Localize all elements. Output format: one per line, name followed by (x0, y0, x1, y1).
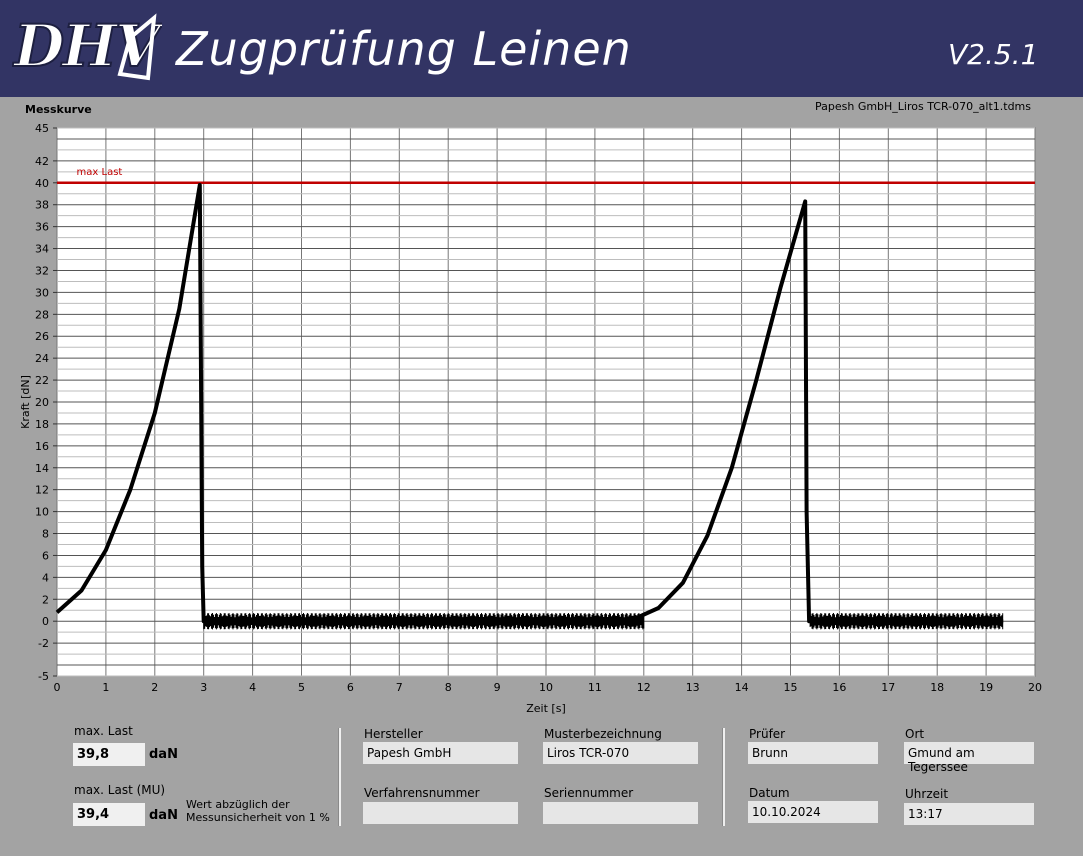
uhrzeit-field[interactable]: 13:17 (904, 803, 1034, 825)
seriennummer-label: Seriennummer (544, 786, 634, 800)
y-tick-label: 45 (35, 122, 49, 135)
verfahrensnummer-field[interactable] (363, 802, 518, 824)
max-load-unit: daN (149, 747, 178, 762)
datum-label: Datum (749, 786, 790, 800)
plot-label: Messkurve (25, 103, 92, 116)
y-tick-label: -5 (38, 670, 49, 683)
pruefer-label: Prüfer (749, 727, 786, 741)
x-tick-label: 2 (151, 681, 158, 694)
chart-ticks: 0 1 2 3 4 5 6 7 8 9 10 11 12 13 14 15 16 17 18 19 20-5-20246… (35, 122, 1042, 694)
max-load-mu-value: 39,4 (73, 803, 145, 826)
y-tick-label: 10 (35, 506, 49, 519)
x-tick-label: 0 (54, 681, 61, 694)
datum-field[interactable]: 10.10.2024 (748, 801, 878, 823)
separator-2 (722, 728, 725, 826)
x-tick-label: 16 (832, 681, 846, 694)
x-tick-label: 11 (588, 681, 602, 694)
x-tick-label: 4 (249, 681, 256, 694)
y-tick-label: 40 (35, 177, 49, 190)
y-tick-label: 18 (35, 418, 49, 431)
x-tick-label: 20 (1028, 681, 1042, 694)
x-tick-label: 19 (979, 681, 993, 694)
y-tick-label: 12 (35, 484, 49, 497)
y-tick-label: 8 (42, 528, 49, 541)
x-tick-label: 10 (539, 681, 553, 694)
y-tick-label: 6 (42, 549, 49, 562)
x-tick-label: 9 (494, 681, 501, 694)
max-load-mu-label: max. Last (MU) (74, 783, 166, 797)
y-axis-label: Kraft [dN] (19, 375, 32, 429)
y-tick-label: 0 (42, 615, 49, 628)
max-load-mu-unit: daN (149, 808, 178, 823)
musterbezeichnung-label: Musterbezeichnung (544, 727, 662, 741)
x-tick-label: 1 (102, 681, 109, 694)
seriennummer-field[interactable] (543, 802, 698, 824)
chart-grid (56, 127, 1036, 677)
y-tick-label: 20 (35, 396, 49, 409)
y-tick-label: 36 (35, 221, 49, 234)
y-tick-label: 30 (35, 286, 49, 299)
y-tick-label: 26 (35, 330, 49, 343)
pruefer-field[interactable]: Brunn (748, 742, 878, 764)
app-title: Zugprüfung Leinen (176, 22, 632, 76)
max-load-line-label: max Last (77, 167, 123, 178)
x-axis-label: Zeit [s] (526, 702, 565, 715)
y-tick-label: 2 (42, 593, 49, 606)
measurement-uncertainty-note: Wert abzüglich der Messunsicherheit von … (186, 798, 330, 824)
y-tick-label: 4 (42, 571, 49, 584)
hersteller-label: Hersteller (364, 727, 423, 741)
y-tick-label: 32 (35, 264, 49, 277)
y-tick-label: 14 (35, 462, 49, 475)
x-tick-label: 12 (637, 681, 651, 694)
x-tick-label: 17 (881, 681, 895, 694)
x-tick-label: 3 (200, 681, 207, 694)
x-tick-label: 5 (298, 681, 305, 694)
x-tick-label: 8 (445, 681, 452, 694)
ort-label: Ort (905, 727, 925, 741)
force-curve-noise (203, 613, 1004, 630)
hersteller-field[interactable]: Papesh GmbH (363, 742, 518, 764)
musterbezeichnung-field[interactable]: Liros TCR-070 (543, 742, 698, 764)
y-tick-label: 22 (35, 374, 49, 387)
max-load-label: max. Last (74, 724, 133, 738)
app-header: DHV Zugprüfung Leinen V2.5.1 (0, 0, 1083, 97)
y-tick-label: 42 (35, 155, 49, 168)
file-name-label: Papesh GmbH_Liros TCR-070_alt1.tdms (814, 100, 1031, 113)
x-tick-label: 6 (347, 681, 354, 694)
version-label: V2.5.1 (948, 38, 1039, 71)
x-tick-label: 7 (396, 681, 403, 694)
x-tick-label: 13 (686, 681, 700, 694)
y-tick-label: 38 (35, 199, 49, 212)
y-tick-label: 34 (35, 243, 49, 256)
max-load-value: 39,8 (73, 743, 145, 766)
x-tick-label: 18 (930, 681, 944, 694)
svg-text:DHV: DHV (12, 12, 162, 80)
uhrzeit-label: Uhrzeit (905, 787, 949, 801)
verfahrensnummer-label: Verfahrensnummer (364, 786, 480, 800)
ort-field[interactable]: Gmund am Tegerssee (904, 742, 1034, 774)
x-tick-label: 15 (784, 681, 798, 694)
separator-1 (338, 728, 341, 826)
y-tick-label: -2 (38, 637, 49, 650)
dhv-logo: DHV (12, 11, 162, 81)
y-tick-label: 28 (35, 308, 49, 321)
force-chart: 0 1 2 3 4 5 6 7 8 9 10 11 12 13 14 15 16 17 18 19 20-5-20246… (19, 122, 1042, 715)
y-tick-label: 16 (35, 440, 49, 453)
y-tick-label: 24 (35, 352, 49, 365)
x-tick-label: 14 (735, 681, 749, 694)
